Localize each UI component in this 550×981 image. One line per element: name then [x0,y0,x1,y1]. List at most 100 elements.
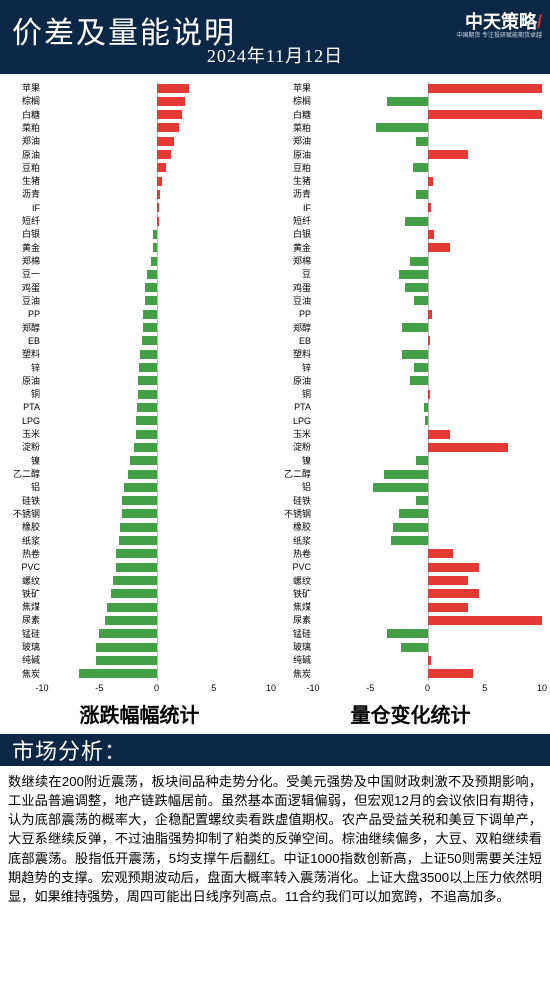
row-label: 郑醇 [293,322,311,334]
chart-row: 黄金 [42,242,271,255]
row-label: 铝 [302,481,311,493]
row-label: 焦炭 [22,668,40,680]
row-label: 锌 [302,362,311,374]
row-label: 纸浆 [22,535,40,547]
chart-row: 郑醇 [42,322,271,335]
chart-row: 焦炭 [313,668,542,681]
chart-row: 沥青 [313,188,542,201]
chart-row: 棕榈 [313,95,542,108]
chart-row: 锌 [42,362,271,375]
row-label: PVC [21,561,40,573]
charts-container: 苹果棕榈白糖菜粕郑油原油豆粕生猪沥青IF短纤白银黄金郑棉豆一鸡蛋豆油PP郑醇EB… [0,74,550,734]
row-label: 原油 [293,149,311,161]
row-label: 豆粕 [22,162,40,174]
row-label: 菜粕 [22,122,40,134]
bar [428,656,431,665]
chart-row: 生猪 [42,175,271,188]
bar [428,443,508,452]
row-label: 纯碱 [22,654,40,666]
right-chart-title: 量仓变化统计 [275,695,546,734]
row-label: 尿素 [293,614,311,626]
row-label: 淀粉 [22,441,40,453]
bar [416,456,427,465]
left-chart-title: 涨跌幅幅统计 [4,695,275,734]
row-label: 黄金 [22,242,40,254]
row-label: 焦煤 [22,601,40,613]
bar [428,177,434,186]
chart-row: 郑棉 [313,255,542,268]
bar [136,416,157,425]
axis-tick: 0 [154,683,159,693]
bar [414,296,428,305]
row-label: 乙二醇 [13,468,40,480]
chart-row: PVC [313,561,542,574]
chart-row: 尿素 [313,614,542,627]
bar [428,390,430,399]
chart-row: 豆一 [42,268,271,281]
chart-row: 尿素 [42,614,271,627]
chart-row: 橡胶 [313,521,542,534]
row-label: 棕榈 [22,95,40,107]
chart-row: 锌 [313,362,542,375]
chart-row: LPG [313,415,542,428]
row-label: 郑棉 [293,255,311,267]
chart-row: 苹果 [313,82,542,95]
bar [143,310,157,319]
row-label: 铜 [302,388,311,400]
row-label: 镍 [31,455,40,467]
bar [428,616,543,625]
row-label: 焦煤 [293,601,311,613]
chart-row: 沥青 [42,188,271,201]
bar [96,643,157,652]
bar [157,110,182,119]
axis-tick: -10 [35,683,48,693]
bar [387,97,427,106]
bar [428,549,453,558]
bar [428,669,474,678]
axis-tick: -10 [306,683,319,693]
row-label: 白糖 [22,109,40,121]
bar [120,523,157,532]
row-label: 郑醇 [22,322,40,334]
chart-row: 原油 [42,149,271,162]
row-label: 原油 [293,375,311,387]
logo-main: 中天 [465,12,501,32]
bar [157,123,180,132]
right-axis: -10-50510 [313,681,542,695]
row-label: 玉米 [22,428,40,440]
chart-row: 郑油 [313,135,542,148]
chart-row: 镍 [42,455,271,468]
chart-row: 郑醇 [313,322,542,335]
row-label: 棕榈 [293,95,311,107]
bar [428,84,543,93]
report-date: 2024年11月12日 [207,42,343,68]
chart-row: 菜粕 [42,122,271,135]
chart-row: 玉米 [42,428,271,441]
bar [138,390,156,399]
header: 价差及量能说明 2024年11月12日 中天策略/ 中国期货 专注投研赋能期货卓… [0,0,550,74]
row-label: 玻璃 [293,641,311,653]
bar [105,616,157,625]
bar [153,243,156,252]
chart-row: 锰硅 [42,628,271,641]
chart-row: 不锈钢 [42,508,271,521]
chart-row: 白糖 [313,109,542,122]
bar [137,403,156,412]
bar [393,523,427,532]
chart-row: 热卷 [42,548,271,561]
row-label: 不锈钢 [284,508,311,520]
chart-row: EB [42,335,271,348]
row-label: 苹果 [22,82,40,94]
bar [416,190,427,199]
chart-row: 螺纹 [313,575,542,588]
chart-row: PTA [313,401,542,414]
bar [134,443,157,452]
chart-row: 原油 [42,375,271,388]
row-label: 铁矿 [293,588,311,600]
chart-row: 豆 [313,268,542,281]
chart-row: 淀粉 [42,441,271,454]
row-label: 玉米 [293,428,311,440]
bar [373,483,428,492]
chart-row: 锰硅 [313,628,542,641]
row-label: 短纤 [293,215,311,227]
